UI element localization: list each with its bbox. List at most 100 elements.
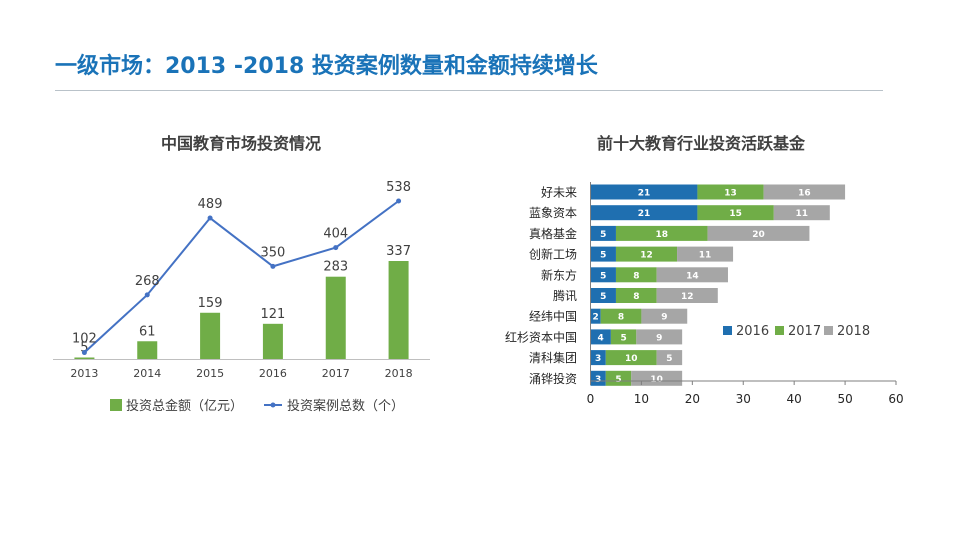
segment-value-label: 5 [600, 230, 606, 240]
segment-value-label: 15 [729, 209, 742, 219]
legend-label-2016: 2016 [736, 324, 769, 339]
fund-bar-segment-2016 [590, 288, 616, 303]
x-tick-label: 10 [634, 392, 649, 406]
year-tick-label: 2013 [70, 367, 98, 380]
segment-value-label: 8 [633, 292, 639, 302]
case-count-label: 489 [198, 197, 223, 212]
fund-bar-segment-2018 [677, 246, 734, 262]
segment-value-label: 3 [595, 375, 601, 385]
fund-name-label: 红杉资本中国 [505, 329, 577, 344]
case-count-point [144, 292, 150, 298]
amount-bar [74, 357, 95, 359]
count-legend-label: 投资案例总数（个） [287, 398, 404, 414]
segment-value-label: 20 [752, 230, 765, 240]
fund-bar-segment-2017 [615, 246, 678, 262]
left-chart-title: 中国教育市场投资情况 [161, 134, 321, 153]
fund-bar-segment-2016 [590, 246, 616, 262]
fund-name-label: 好未来 [541, 186, 577, 200]
segment-value-label: 21 [638, 209, 651, 219]
segment-value-label: 21 [638, 189, 651, 199]
case-count-point [396, 198, 402, 204]
case-count-label: 102 [72, 332, 97, 347]
case-count-label: 268 [135, 274, 160, 289]
x-tick-label: 60 [888, 392, 903, 406]
case-count-label: 350 [261, 245, 286, 260]
fund-bar-segment-2018 [631, 370, 683, 386]
segment-value-label: 13 [724, 189, 737, 199]
fund-bar-segment-2018 [641, 308, 688, 324]
segment-value-label: 9 [661, 313, 667, 323]
year-tick-label: 2015 [196, 367, 224, 380]
fund-bar-segment-2017 [605, 370, 632, 386]
fund-name-label: 新东方 [541, 267, 577, 282]
segment-value-label: 10 [625, 354, 638, 364]
fund-bar-segment-2018 [656, 350, 683, 366]
amount-bar [200, 312, 221, 359]
fund-name-label: 蓝象资本 [529, 206, 577, 220]
amount-bar [262, 323, 283, 359]
fund-bar-segment-2018 [636, 329, 683, 345]
segment-value-label: 5 [600, 271, 606, 281]
year-tick-label: 2018 [385, 367, 413, 380]
fund-name-label: 腾讯 [553, 288, 577, 303]
fund-name-label: 经纬中国 [529, 309, 577, 324]
segment-value-label: 3 [595, 354, 601, 364]
segment-value-label: 5 [600, 292, 606, 302]
year-tick-label: 2017 [322, 367, 350, 380]
title-divider [55, 90, 883, 91]
fund-bar-segment-2017 [615, 225, 708, 241]
fund-bar-segment-2017 [615, 267, 657, 283]
segment-value-label: 14 [686, 271, 699, 281]
fund-bar-segment-2018 [656, 267, 728, 283]
amount-bar [388, 261, 409, 359]
fund-bar-segment-2017 [697, 205, 774, 221]
fund-name-label: 清科集团 [529, 350, 577, 365]
legend-label-2017: 2017 [788, 324, 821, 339]
fund-bar-segment-2017 [615, 288, 657, 303]
legend-label-2018: 2018 [837, 324, 870, 339]
amount-legend-swatch [110, 399, 122, 411]
segment-value-label: 5 [615, 375, 621, 385]
x-tick-label: 20 [685, 392, 700, 406]
amount-bar-label: 61 [139, 324, 156, 339]
legend-swatch-2018 [824, 326, 833, 335]
fund-bar-segment-2016 [590, 184, 698, 200]
fund-bar-segment-2016 [590, 225, 616, 241]
year-tick-label: 2014 [133, 367, 161, 380]
fund-bar-segment-2017 [600, 308, 642, 324]
segment-value-label: 5 [600, 251, 606, 261]
fund-bar-segment-2018 [773, 205, 830, 221]
segment-value-label: 5 [666, 354, 672, 364]
case-count-line [83, 200, 400, 354]
fund-name-label: 真格基金 [529, 226, 577, 241]
fund-bar-segment-2016 [590, 267, 616, 283]
amount-bar [325, 276, 346, 359]
fund-bar-segment-2016 [590, 205, 698, 221]
amount-bar-label: 283 [323, 260, 348, 275]
fund-bar-segment-2017 [605, 350, 657, 366]
legend-swatch-2017 [775, 326, 784, 335]
segment-value-label: 9 [656, 333, 662, 343]
count-legend-marker [270, 402, 276, 408]
amount-bar-label: 337 [386, 244, 411, 259]
segment-value-label: 5 [620, 333, 626, 343]
fund-name-label: 创新工场 [529, 247, 577, 262]
segment-value-label: 4 [598, 333, 604, 343]
case-count-point [333, 245, 339, 251]
segment-value-label: 12 [681, 292, 694, 302]
amount-bar [137, 341, 158, 359]
segment-value-label: 10 [650, 375, 663, 385]
segment-value-label: 18 [656, 230, 669, 240]
case-count-point [207, 215, 213, 221]
case-count-point [270, 263, 276, 269]
page-title: 一级市场：2013 -2018 投资案例数量和金额持续增长 [55, 54, 598, 79]
segment-value-label: 8 [618, 313, 624, 323]
x-tick-label: 50 [837, 392, 852, 406]
fund-bar-segment-2016 [590, 308, 601, 324]
segment-value-label: 16 [798, 189, 811, 199]
amount-bar-label: 121 [261, 307, 286, 322]
fund-bar-segment-2018 [707, 225, 810, 241]
fund-name-label: 涌铧投资 [529, 371, 577, 386]
year-tick-label: 2016 [259, 367, 287, 380]
